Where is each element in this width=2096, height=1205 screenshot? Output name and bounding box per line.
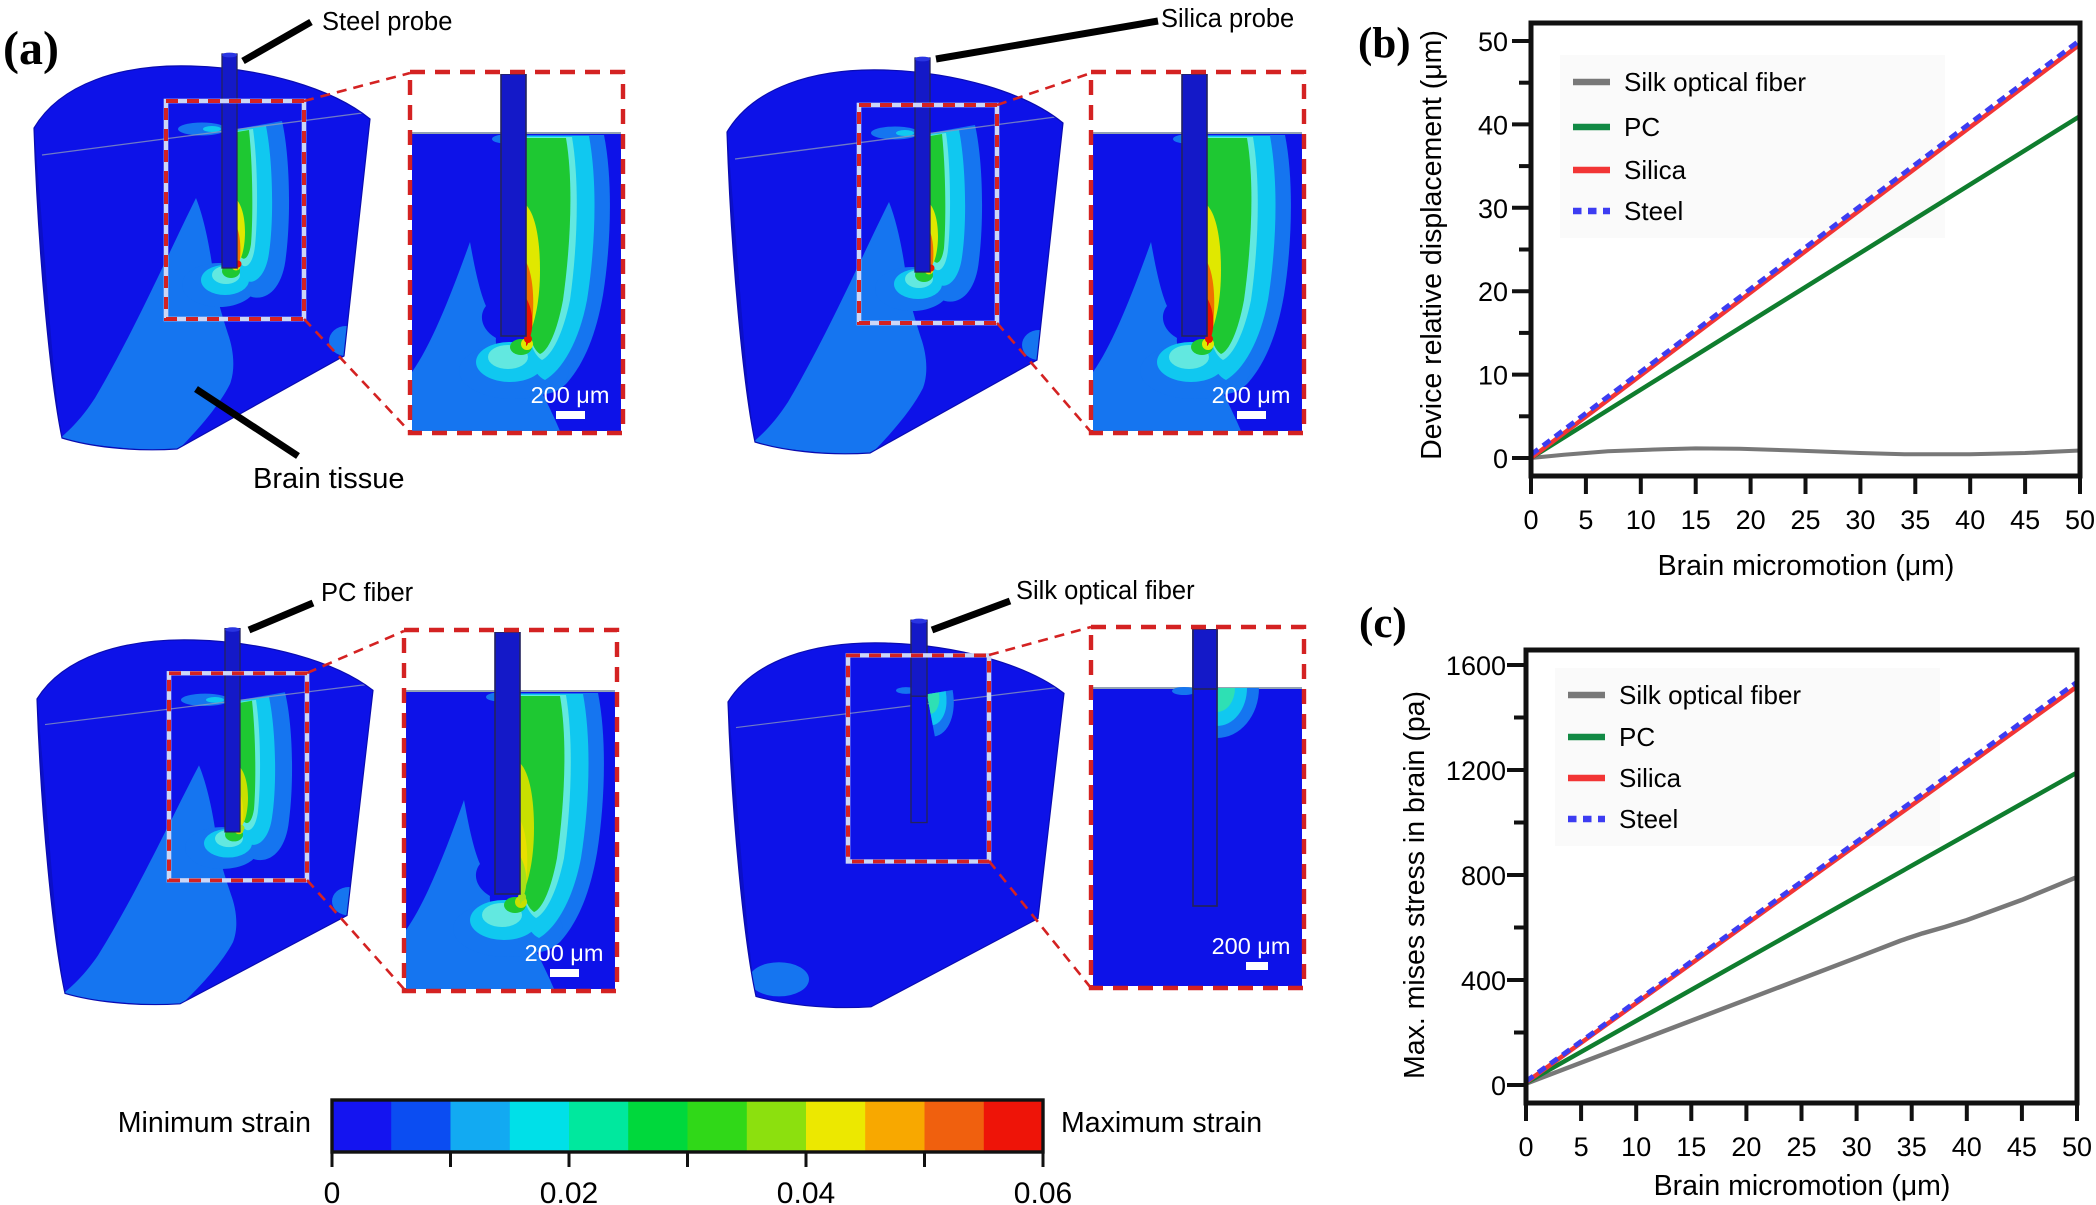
svg-text:Steel: Steel bbox=[1624, 196, 1683, 226]
svg-text:50: 50 bbox=[2062, 1132, 2092, 1162]
svg-text:0: 0 bbox=[1491, 1071, 1506, 1101]
svg-text:20: 20 bbox=[1478, 277, 1508, 307]
svg-text:25: 25 bbox=[1790, 505, 1820, 535]
svg-text:0: 0 bbox=[1518, 1132, 1533, 1162]
svg-text:Brain micromotion (μm): Brain micromotion (μm) bbox=[1654, 1170, 1951, 1202]
svg-text:Maximum strain: Maximum strain bbox=[1061, 1107, 1262, 1139]
svg-text:(c): (c) bbox=[1359, 600, 1407, 647]
svg-text:PC: PC bbox=[1624, 112, 1660, 142]
svg-text:Silica probe: Silica probe bbox=[1161, 5, 1294, 33]
svg-text:Silk optical fiber: Silk optical fiber bbox=[1619, 680, 1801, 710]
svg-text:Brain tissue: Brain tissue bbox=[253, 463, 405, 495]
svg-text:45: 45 bbox=[2007, 1132, 2037, 1162]
svg-text:20: 20 bbox=[1736, 505, 1766, 535]
svg-text:Silk optical fiber: Silk optical fiber bbox=[1016, 577, 1195, 605]
svg-text:200 μm: 200 μm bbox=[531, 382, 610, 408]
svg-text:Steel: Steel bbox=[1619, 804, 1678, 834]
svg-text:40: 40 bbox=[1955, 505, 1985, 535]
svg-text:1600: 1600 bbox=[1446, 651, 1506, 681]
svg-text:0.04: 0.04 bbox=[777, 1177, 835, 1205]
svg-text:Device relative displacement (: Device relative displacement (μm) bbox=[1416, 30, 1448, 460]
svg-text:5: 5 bbox=[1578, 505, 1593, 535]
svg-text:20: 20 bbox=[1731, 1132, 1761, 1162]
svg-text:5: 5 bbox=[1574, 1132, 1589, 1162]
svg-text:35: 35 bbox=[1900, 505, 1930, 535]
svg-text:200 μm: 200 μm bbox=[525, 940, 604, 966]
svg-text:Brain micromotion (μm): Brain micromotion (μm) bbox=[1658, 550, 1955, 582]
svg-text:0: 0 bbox=[1493, 444, 1508, 474]
svg-text:50: 50 bbox=[2065, 505, 2095, 535]
svg-text:200 μm: 200 μm bbox=[1212, 382, 1291, 408]
svg-text:10: 10 bbox=[1621, 1132, 1651, 1162]
svg-text:15: 15 bbox=[1681, 505, 1711, 535]
svg-text:Minimum strain: Minimum strain bbox=[118, 1107, 311, 1139]
svg-text:10: 10 bbox=[1626, 505, 1656, 535]
svg-text:40: 40 bbox=[1952, 1132, 1982, 1162]
svg-text:200 μm: 200 μm bbox=[1212, 933, 1291, 959]
svg-text:40: 40 bbox=[1478, 110, 1508, 140]
svg-text:Silk optical fiber: Silk optical fiber bbox=[1624, 67, 1806, 97]
svg-text:1200: 1200 bbox=[1446, 756, 1506, 786]
svg-text:Steel probe: Steel probe bbox=[322, 8, 452, 36]
svg-text:(b): (b) bbox=[1358, 20, 1411, 67]
svg-text:30: 30 bbox=[1842, 1132, 1872, 1162]
svg-text:Silica: Silica bbox=[1624, 155, 1687, 185]
svg-text:0: 0 bbox=[324, 1177, 341, 1205]
svg-text:Max. mises stress in brain (pa: Max. mises stress in brain (pa) bbox=[1399, 691, 1431, 1079]
svg-text:35: 35 bbox=[1897, 1132, 1927, 1162]
svg-text:800: 800 bbox=[1461, 861, 1506, 891]
svg-text:PC fiber: PC fiber bbox=[321, 579, 414, 607]
svg-text:0: 0 bbox=[1523, 505, 1538, 535]
svg-text:10: 10 bbox=[1478, 361, 1508, 391]
svg-text:0.06: 0.06 bbox=[1014, 1177, 1072, 1205]
svg-text:25: 25 bbox=[1786, 1132, 1816, 1162]
svg-text:(a): (a) bbox=[3, 22, 59, 75]
svg-text:PC: PC bbox=[1619, 722, 1655, 752]
svg-text:30: 30 bbox=[1845, 505, 1875, 535]
svg-text:400: 400 bbox=[1461, 966, 1506, 996]
svg-text:15: 15 bbox=[1676, 1132, 1706, 1162]
svg-text:45: 45 bbox=[2010, 505, 2040, 535]
svg-text:50: 50 bbox=[1478, 27, 1508, 57]
svg-text:30: 30 bbox=[1478, 194, 1508, 224]
svg-text:Silica: Silica bbox=[1619, 763, 1682, 793]
svg-text:0.02: 0.02 bbox=[540, 1177, 598, 1205]
